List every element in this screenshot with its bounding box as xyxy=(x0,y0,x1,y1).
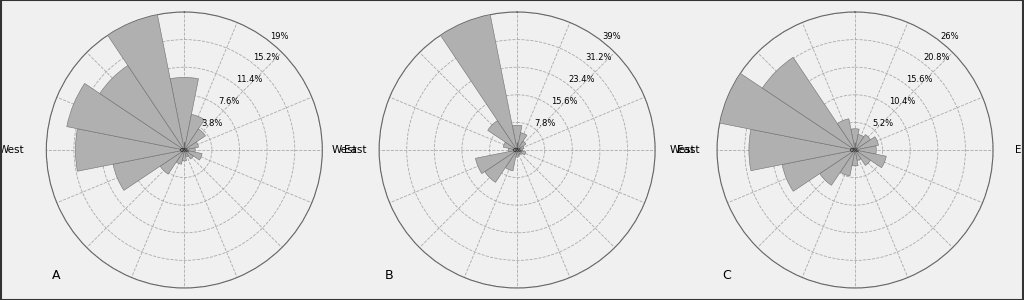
Bar xyxy=(517,133,527,150)
Bar xyxy=(720,73,855,150)
Bar xyxy=(855,146,877,154)
Bar xyxy=(855,137,879,150)
Bar xyxy=(440,15,517,150)
Bar xyxy=(184,150,194,159)
Text: 11.4%: 11.4% xyxy=(236,75,262,84)
Text: B: B xyxy=(385,269,393,283)
Text: 7.8%: 7.8% xyxy=(535,119,556,128)
Bar xyxy=(67,83,184,150)
Text: East: East xyxy=(344,145,367,155)
Text: C: C xyxy=(723,269,731,283)
Text: A: A xyxy=(52,269,60,283)
Bar xyxy=(487,121,517,150)
Bar xyxy=(76,129,184,171)
Bar xyxy=(841,150,855,176)
Bar xyxy=(516,150,518,157)
Bar xyxy=(512,125,522,150)
Bar xyxy=(503,142,517,150)
Text: 5.2%: 5.2% xyxy=(872,119,894,128)
Text: 7.6%: 7.6% xyxy=(219,97,240,106)
Text: 0%: 0% xyxy=(179,148,189,152)
Bar xyxy=(762,57,855,150)
Bar xyxy=(517,149,522,151)
Text: 0%: 0% xyxy=(512,148,522,152)
Bar xyxy=(475,150,517,174)
Text: 15.2%: 15.2% xyxy=(253,53,280,62)
Bar xyxy=(517,150,521,154)
Bar xyxy=(505,150,517,171)
Bar xyxy=(852,150,858,166)
Bar xyxy=(508,148,517,152)
Bar xyxy=(184,150,188,157)
Text: 39%: 39% xyxy=(602,32,622,41)
Text: 15.6%: 15.6% xyxy=(552,97,578,106)
Bar xyxy=(184,148,196,152)
Bar xyxy=(184,150,202,160)
Bar xyxy=(113,150,184,190)
Text: 23.4%: 23.4% xyxy=(568,75,595,84)
Text: 3.8%: 3.8% xyxy=(202,119,223,128)
Bar xyxy=(517,150,520,155)
Bar xyxy=(749,129,855,171)
Bar xyxy=(517,141,526,150)
Bar xyxy=(108,15,184,150)
Bar xyxy=(517,150,525,155)
Bar xyxy=(184,114,205,150)
Bar xyxy=(184,142,199,150)
Text: West: West xyxy=(670,145,695,155)
Bar xyxy=(855,135,870,150)
Text: East: East xyxy=(677,145,699,155)
Text: 26%: 26% xyxy=(940,32,959,41)
Text: East: East xyxy=(1015,145,1024,155)
Bar xyxy=(517,146,524,150)
Bar xyxy=(855,150,870,165)
Bar xyxy=(170,77,199,150)
Text: 0%: 0% xyxy=(850,148,860,152)
Text: 15.6%: 15.6% xyxy=(906,75,933,84)
Bar xyxy=(184,129,206,150)
Bar xyxy=(176,150,184,164)
Text: 20.8%: 20.8% xyxy=(924,53,950,62)
Bar xyxy=(99,65,184,150)
Bar xyxy=(851,129,859,150)
Bar xyxy=(820,150,855,185)
Bar xyxy=(838,119,855,150)
Bar xyxy=(855,150,887,168)
Bar xyxy=(160,150,184,174)
Text: 31.2%: 31.2% xyxy=(586,53,612,62)
Bar xyxy=(484,150,517,182)
Bar xyxy=(782,150,855,191)
Text: 19%: 19% xyxy=(269,32,288,41)
Bar xyxy=(182,150,186,161)
Bar xyxy=(855,150,861,160)
Text: 10.4%: 10.4% xyxy=(890,97,915,106)
Text: West: West xyxy=(0,145,25,155)
Text: West: West xyxy=(332,145,357,155)
Bar xyxy=(855,134,864,150)
